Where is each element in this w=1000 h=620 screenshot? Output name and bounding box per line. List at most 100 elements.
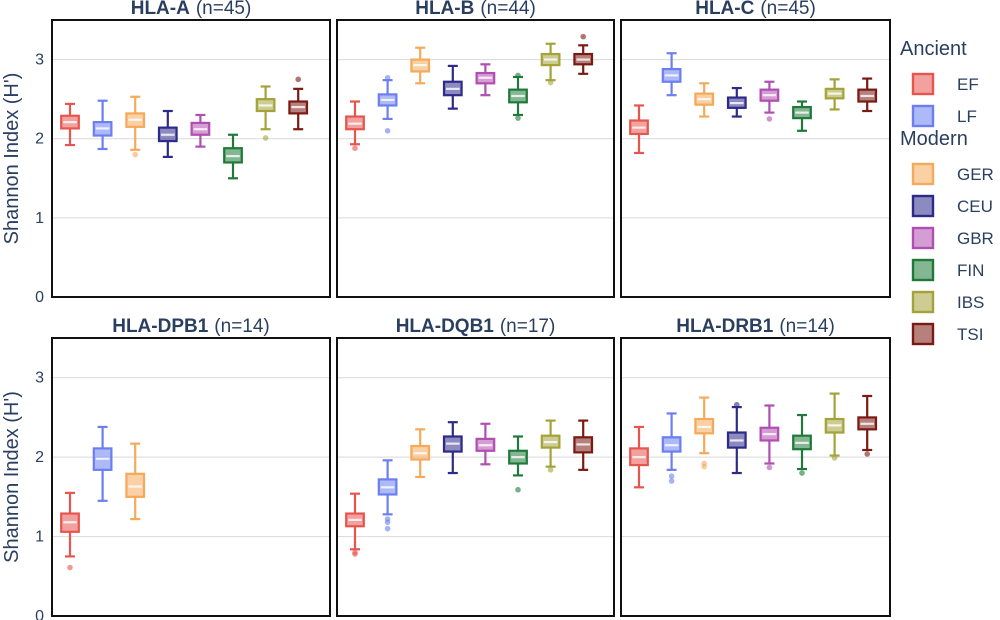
legend-group-title: Ancient xyxy=(900,38,967,60)
box-ibs xyxy=(255,85,276,141)
box-ceu xyxy=(726,401,747,475)
panel-frame xyxy=(620,337,891,617)
y-axis-label: Shannon Index (H') xyxy=(1,391,23,563)
box-ger xyxy=(410,46,431,85)
legend-label: GER xyxy=(957,165,994,184)
box-gbr xyxy=(759,404,780,471)
box-tsi xyxy=(573,33,594,75)
panel-hla-b: HLA-B (n=44) xyxy=(336,0,615,298)
y-tick-label: 3 xyxy=(35,370,44,387)
outlier-point xyxy=(132,151,138,158)
box-ef xyxy=(629,425,649,489)
panel-title: HLA-DPB1 (n=14) xyxy=(112,316,270,337)
legend: Ancient EF LF Modern GER CEU GBR FIN IBS TSI xyxy=(900,38,994,346)
legend-label: CEU xyxy=(957,197,993,216)
legend-item-ef: EF xyxy=(911,72,979,96)
outlier-point xyxy=(580,33,586,40)
box-gbr xyxy=(759,80,780,122)
box-ger xyxy=(125,95,146,158)
box-ger xyxy=(410,428,431,479)
outlier-point xyxy=(515,72,521,79)
panel-title: HLA-A (n=45) xyxy=(131,0,252,19)
box-ef xyxy=(629,104,649,155)
box-tsi xyxy=(857,394,878,457)
outlier-point xyxy=(384,525,391,532)
outlier-point xyxy=(668,478,675,484)
box-lf xyxy=(377,74,398,134)
y-tick-label: 2 xyxy=(35,449,44,466)
panel-frame xyxy=(51,337,331,617)
outlier-point xyxy=(864,451,870,457)
legend-item-ger: GER xyxy=(911,162,994,186)
legend-swatch xyxy=(911,322,935,346)
outlier-point xyxy=(352,145,358,152)
box-gbr xyxy=(475,63,496,97)
box-ger xyxy=(125,442,146,521)
box-ceu xyxy=(442,64,463,110)
panel-gene: HLA-B xyxy=(415,0,474,19)
box-tsi xyxy=(573,419,594,471)
panel-count: (n=17) xyxy=(500,316,555,337)
outlier-point xyxy=(766,464,773,471)
legend-label: EF xyxy=(957,75,979,94)
legend-item-lf: LF xyxy=(911,104,977,128)
panel-frame xyxy=(620,19,891,298)
box-ceu xyxy=(726,86,747,118)
legend-label: GBR xyxy=(957,229,994,248)
box-gbr xyxy=(475,422,496,466)
outlier-point xyxy=(799,470,805,476)
panel-frame xyxy=(336,337,615,617)
panel-count: (n=14) xyxy=(214,316,269,337)
panels-layer: 0 1 2 3 Shannon Index (H') HLA-A (n=45) HLA-B (n… xyxy=(1,0,891,620)
outlier-point xyxy=(701,463,707,470)
box-ceu xyxy=(442,421,463,475)
box-lf xyxy=(661,52,682,97)
box-ef xyxy=(345,492,365,557)
box-ef xyxy=(345,100,365,152)
box-ef xyxy=(60,491,80,571)
box-ibs xyxy=(824,78,845,111)
outlier-point xyxy=(547,467,554,473)
box-iqr xyxy=(125,472,146,498)
box-tsi xyxy=(288,76,309,131)
legend-label: IBS xyxy=(957,293,984,312)
box-ceu xyxy=(157,109,178,159)
legend-swatch xyxy=(911,162,935,186)
outlier-point xyxy=(515,115,521,121)
legend-item-gbr: GBR xyxy=(911,226,994,250)
panel-gene: HLA-A xyxy=(131,0,190,19)
y-axis-label: Shannon Index (H') xyxy=(1,73,23,245)
panel-hla-c: HLA-C (n=45) xyxy=(620,0,891,298)
legend-item-fin: FIN xyxy=(911,258,984,282)
outlier-point xyxy=(384,128,391,134)
panel-title: HLA-DQB1 (n=17) xyxy=(396,316,556,337)
outlier-point xyxy=(668,473,675,480)
box-fin xyxy=(792,413,812,476)
outlier-point xyxy=(262,135,269,141)
box-tsi xyxy=(857,77,878,113)
box-ger xyxy=(694,82,715,118)
outlier-point xyxy=(515,486,521,493)
outlier-point xyxy=(384,516,391,522)
outlier-point xyxy=(295,76,302,83)
legend-label: FIN xyxy=(957,261,984,280)
legend-swatch xyxy=(911,290,935,314)
box-ibs xyxy=(540,42,561,86)
legend-label: TSI xyxy=(957,325,983,344)
panel-title: HLA-B (n=44) xyxy=(415,0,536,19)
outlier-point xyxy=(352,551,358,557)
outlier-point xyxy=(831,455,838,461)
y-tick-label: 0 xyxy=(35,608,44,620)
legend-group-title: Modern xyxy=(900,128,968,150)
panel-count: (n=45) xyxy=(196,0,251,19)
box-lf xyxy=(92,99,113,151)
outlier-point xyxy=(766,116,773,122)
y-tick-label: 1 xyxy=(35,529,44,546)
panel-count: (n=45) xyxy=(760,0,815,19)
box-ibs xyxy=(540,419,561,473)
panel-gene: HLA-DQB1 xyxy=(396,316,495,337)
box-ibs xyxy=(824,392,845,461)
box-ef xyxy=(60,102,80,147)
outlier-point xyxy=(547,79,554,86)
